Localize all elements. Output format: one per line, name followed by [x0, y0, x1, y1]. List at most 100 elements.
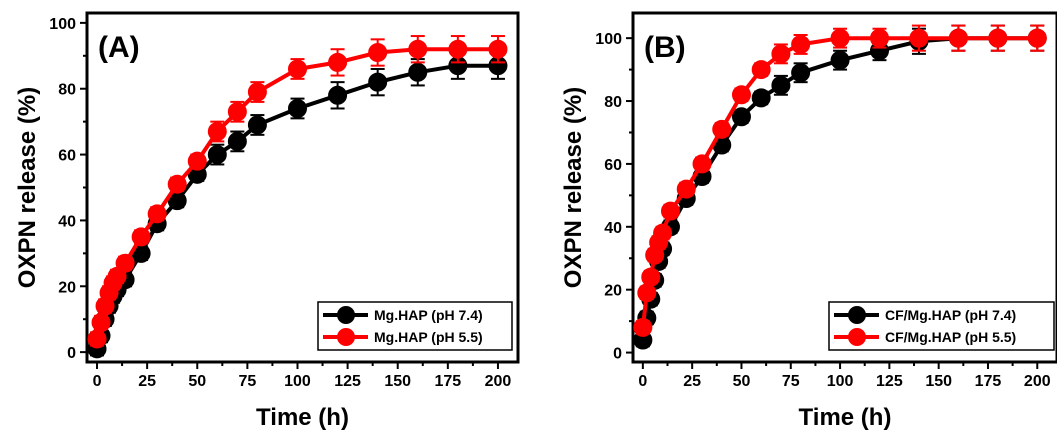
chart-panel-a: 0 25 50 75 100 125 150 175 200 0 20 40 60 80 100 Time (… [14, 11, 520, 431]
x-axis-title: Time (h) [256, 404, 349, 431]
x-tick-label: 100 [284, 373, 311, 390]
data-point [692, 154, 712, 174]
x-tick-label: 200 [1024, 373, 1051, 390]
x-tick-label: 0 [638, 373, 647, 390]
x-tick-label: 50 [733, 373, 751, 390]
series-line [95, 47, 498, 340]
data-point [637, 283, 657, 303]
legend-swatch-marker [337, 306, 355, 324]
plot-frame [631, 11, 1057, 364]
data-point [87, 329, 107, 349]
x-tick-label: 25 [683, 373, 701, 390]
data-point [227, 131, 247, 151]
data-point [227, 102, 247, 122]
data-point [830, 28, 850, 48]
data-point [712, 119, 732, 139]
data-point [988, 28, 1008, 48]
chart-panel-b: 0 25 50 75 100 125 150 175 200 0 20 40 60 80 100 Time (… [560, 11, 1057, 431]
data-point [207, 145, 227, 165]
y-tick-label: 80 [604, 94, 622, 111]
y-tick-label: 0 [613, 346, 622, 363]
data-point [641, 267, 661, 287]
data-point [247, 82, 267, 102]
legend-box [828, 301, 1055, 351]
legend: CF/Mg.HAP (pH 7.4) CF/Mg.HAP (pH 5.5) [828, 301, 1055, 351]
series-0 [633, 24, 1047, 350]
x-tick-label: 25 [138, 373, 156, 390]
series-line [640, 36, 1038, 341]
x-tick-label: 50 [188, 373, 206, 390]
data-point [731, 85, 751, 105]
y-tick-label: 20 [58, 279, 76, 296]
data-point [751, 60, 771, 80]
y-tick-label: 0 [67, 345, 76, 362]
data-point [368, 43, 388, 63]
legend: Mg.HAP (pH 7.4) Mg.HAP (pH 5.5) [317, 301, 513, 351]
y-axis-title: OXPN release (%) [560, 87, 587, 288]
legend-swatch-marker [848, 306, 866, 324]
data-point [115, 253, 135, 273]
panel-label: (B) [644, 31, 686, 64]
series-1 [633, 24, 1047, 337]
data-point [771, 75, 791, 95]
data-point [633, 317, 653, 337]
x-tick-label: 175 [434, 373, 461, 390]
data-point [287, 98, 307, 118]
data-point [147, 204, 167, 224]
y-tick-label: 40 [58, 213, 76, 230]
x-tick-label: 75 [238, 373, 256, 390]
data-point [247, 115, 267, 135]
data-point [368, 72, 388, 92]
legend-label: Mg.HAP (pH 7.4) [374, 307, 483, 323]
data-point [131, 227, 151, 247]
x-tick-label: 0 [93, 373, 102, 390]
x-axis-title: Time (h) [799, 404, 892, 431]
x-tick-label: 100 [827, 373, 854, 390]
data-point [870, 28, 890, 48]
data-point [771, 44, 791, 64]
y-tick-label: 60 [604, 157, 622, 174]
data-point [408, 62, 428, 82]
x-tick-label: 175 [975, 373, 1002, 390]
legend-label: CF/Mg.HAP (pH 7.4) [885, 307, 1016, 323]
data-point [830, 50, 850, 70]
data-point [653, 223, 673, 243]
legend-swatch-marker [848, 328, 866, 346]
data-point [187, 151, 207, 171]
data-point [408, 39, 428, 59]
data-point [448, 39, 468, 59]
x-tick-label: 125 [334, 373, 361, 390]
x-tick-label: 75 [782, 373, 800, 390]
x-tick-label: 150 [384, 373, 411, 390]
panel-label: (A) [98, 31, 140, 64]
y-tick-label: 40 [604, 220, 622, 237]
data-point [488, 39, 508, 59]
data-point [167, 174, 187, 194]
data-point [287, 59, 307, 79]
data-point [731, 107, 751, 127]
data-point [207, 122, 227, 142]
data-point [676, 179, 696, 199]
legend-swatch-marker [337, 328, 355, 346]
data-point [909, 28, 929, 48]
y-tick-label: 80 [58, 82, 76, 99]
y-tick-label: 60 [58, 148, 76, 165]
x-tick-label: 125 [876, 373, 903, 390]
data-point [1027, 28, 1047, 48]
data-point [791, 63, 811, 83]
legend-label: CF/Mg.HAP (pH 5.5) [885, 329, 1016, 345]
x-tick-label: 200 [485, 373, 512, 390]
data-point [328, 85, 348, 105]
y-axis-title: OXPN release (%) [14, 87, 41, 288]
data-point [328, 52, 348, 72]
y-tick-label: 20 [604, 283, 622, 300]
y-tick-label: 100 [49, 16, 76, 33]
data-point [751, 88, 771, 108]
series-1 [87, 35, 508, 349]
data-point [660, 201, 680, 221]
legend-label: Mg.HAP (pH 5.5) [374, 329, 483, 345]
data-point [948, 28, 968, 48]
data-point [791, 34, 811, 54]
data-point [91, 312, 111, 332]
